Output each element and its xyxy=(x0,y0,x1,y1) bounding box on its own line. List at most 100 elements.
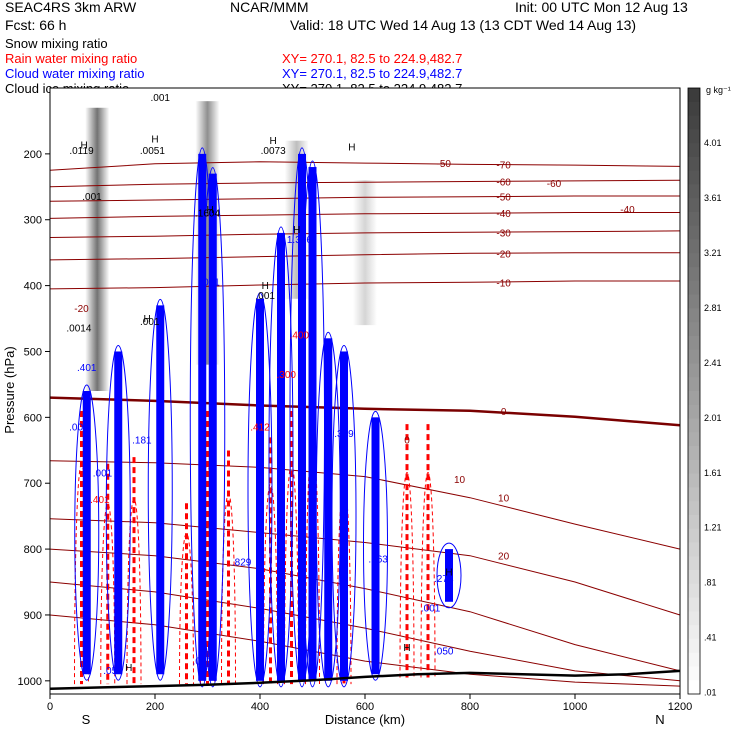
forecast-hour: Fcst: 66 h xyxy=(5,17,66,33)
contour-value-label: .1604 xyxy=(195,208,220,219)
isotherm-line xyxy=(49,548,681,672)
colorbar-segment xyxy=(688,652,700,667)
cloud-water-core xyxy=(445,549,453,602)
x-axis-label: Distance (km) xyxy=(325,712,405,727)
field-legend-item: Snow mixing ratio xyxy=(5,36,108,51)
colorbar-segment xyxy=(688,501,700,516)
cloud-water-core xyxy=(156,305,165,675)
cloud-water-core xyxy=(371,417,380,675)
terrain-line xyxy=(49,669,681,690)
cloud-water-core xyxy=(340,351,348,681)
colorbar-segment xyxy=(688,363,700,378)
x-tick-label: 400 xyxy=(251,701,269,713)
x-tick-label: 0 xyxy=(47,701,53,713)
colorbar-segment xyxy=(688,666,700,681)
colorbar-segment xyxy=(688,597,700,612)
colorbar-tick-label: 2.81 xyxy=(704,303,722,313)
contour-value-label: .863 xyxy=(368,554,388,565)
model-name: SEAC4RS 3km ARW xyxy=(5,0,137,15)
colorbar-tick-label: 3.21 xyxy=(704,248,722,258)
isotherm-label: -10 xyxy=(496,278,511,289)
contour-value-label: -50 xyxy=(437,159,452,170)
colorbar-tick-label: 4.01 xyxy=(704,138,722,148)
cloud-water-core xyxy=(298,153,306,681)
cloud-water-core xyxy=(324,338,333,681)
isotherm-line xyxy=(49,581,681,682)
colorbar-segment xyxy=(688,143,700,158)
high-marker: H xyxy=(293,225,300,236)
y-tick-label: 500 xyxy=(24,346,42,358)
colorbar-segment xyxy=(688,335,700,351)
isotherm-line xyxy=(49,518,681,616)
y-tick-label: 400 xyxy=(24,281,42,293)
contour-value-label: .274 xyxy=(434,574,454,585)
field-legend-xy: XY= 270.1, 82.5 to 224.9,482.7 xyxy=(282,66,462,81)
cloud-water-contour xyxy=(105,344,131,681)
colorbar-segment xyxy=(688,88,700,103)
contour-value-label: .001 xyxy=(256,291,276,302)
contour-value-label: .401 xyxy=(77,363,97,374)
colorbar-segment xyxy=(688,404,700,420)
valid-time: Valid: 18 UTC Wed 14 Aug 13 (13 CDT Wed … xyxy=(290,17,636,33)
contour-value-label: 0 xyxy=(404,436,410,447)
cloud-water-core xyxy=(114,351,123,675)
institution: NCAR/MMM xyxy=(230,0,309,15)
high-marker: H xyxy=(125,663,132,674)
x-tick-label: 1200 xyxy=(668,701,692,713)
colorbar-frame xyxy=(687,87,701,695)
colorbar-segment xyxy=(688,129,700,144)
colorbar-segment xyxy=(688,267,700,282)
contour-value-label: .0119 xyxy=(69,146,94,157)
colorbar-segment xyxy=(688,225,700,240)
colorbar-segment xyxy=(688,391,700,406)
x-tick-label: 800 xyxy=(461,701,479,713)
cloud-water-contour xyxy=(74,384,100,681)
isotherm-line xyxy=(49,179,681,188)
contour-value-label: .050 xyxy=(434,646,454,657)
colorbar-segment xyxy=(688,514,700,530)
high-marker: H xyxy=(262,281,269,292)
y-axis-label: Pressure (hPa) xyxy=(2,346,17,433)
contour-value-label: .0073 xyxy=(261,146,286,157)
contour-value-label: -40 xyxy=(620,205,635,216)
colorbar-segment xyxy=(688,556,700,571)
contour-value-label: .359 xyxy=(334,429,354,440)
cloud-water-contour xyxy=(436,542,462,609)
isotherm-line xyxy=(49,280,680,290)
colorbar-segment xyxy=(688,680,700,695)
colorbar-tick-label: 2.01 xyxy=(704,413,722,423)
colorbar-segment xyxy=(688,487,700,502)
colorbar-segment xyxy=(688,115,700,130)
contour-labels: .0119 .001 .0014 .401 .001 .0051 .1604 .001 .001… xyxy=(66,93,635,677)
contour-value-label: .0051 xyxy=(140,146,165,157)
rain-contour xyxy=(126,498,142,685)
cloud-water-contour xyxy=(268,226,294,688)
colorbar-segment xyxy=(688,184,700,199)
colorbar-segment xyxy=(688,280,700,296)
high-marker: H xyxy=(207,205,214,216)
isotherm-label: -30 xyxy=(496,228,511,239)
isotherm-line xyxy=(49,212,680,219)
colorbar-segment xyxy=(688,101,700,117)
contour-value-label: -20 xyxy=(74,304,89,315)
y-tick-label: 800 xyxy=(24,544,42,556)
isotherm-label: -20 xyxy=(496,249,511,260)
contour-value-label: .0014 xyxy=(66,324,91,335)
y-tick-label: 1000 xyxy=(18,676,42,688)
isotherm-line xyxy=(49,252,680,261)
y-tick-label: 600 xyxy=(24,412,42,424)
y-tick-label: 200 xyxy=(24,149,42,161)
field-legend-item: Rain water mixing ratio xyxy=(5,51,137,66)
isotherm-label: 10 xyxy=(498,494,510,505)
snow-plume xyxy=(85,107,110,392)
colorbar-tick-label: .41 xyxy=(704,633,717,643)
isotherm-line xyxy=(49,161,681,171)
high-marker: H xyxy=(403,643,410,654)
colorbar-segment xyxy=(688,446,700,461)
isotherm-label: -50 xyxy=(496,193,511,204)
high-marker: H xyxy=(348,143,355,154)
contour-value-label: .001 xyxy=(151,93,171,104)
field-legend-item: Cloud water mixing ratio xyxy=(5,66,144,81)
